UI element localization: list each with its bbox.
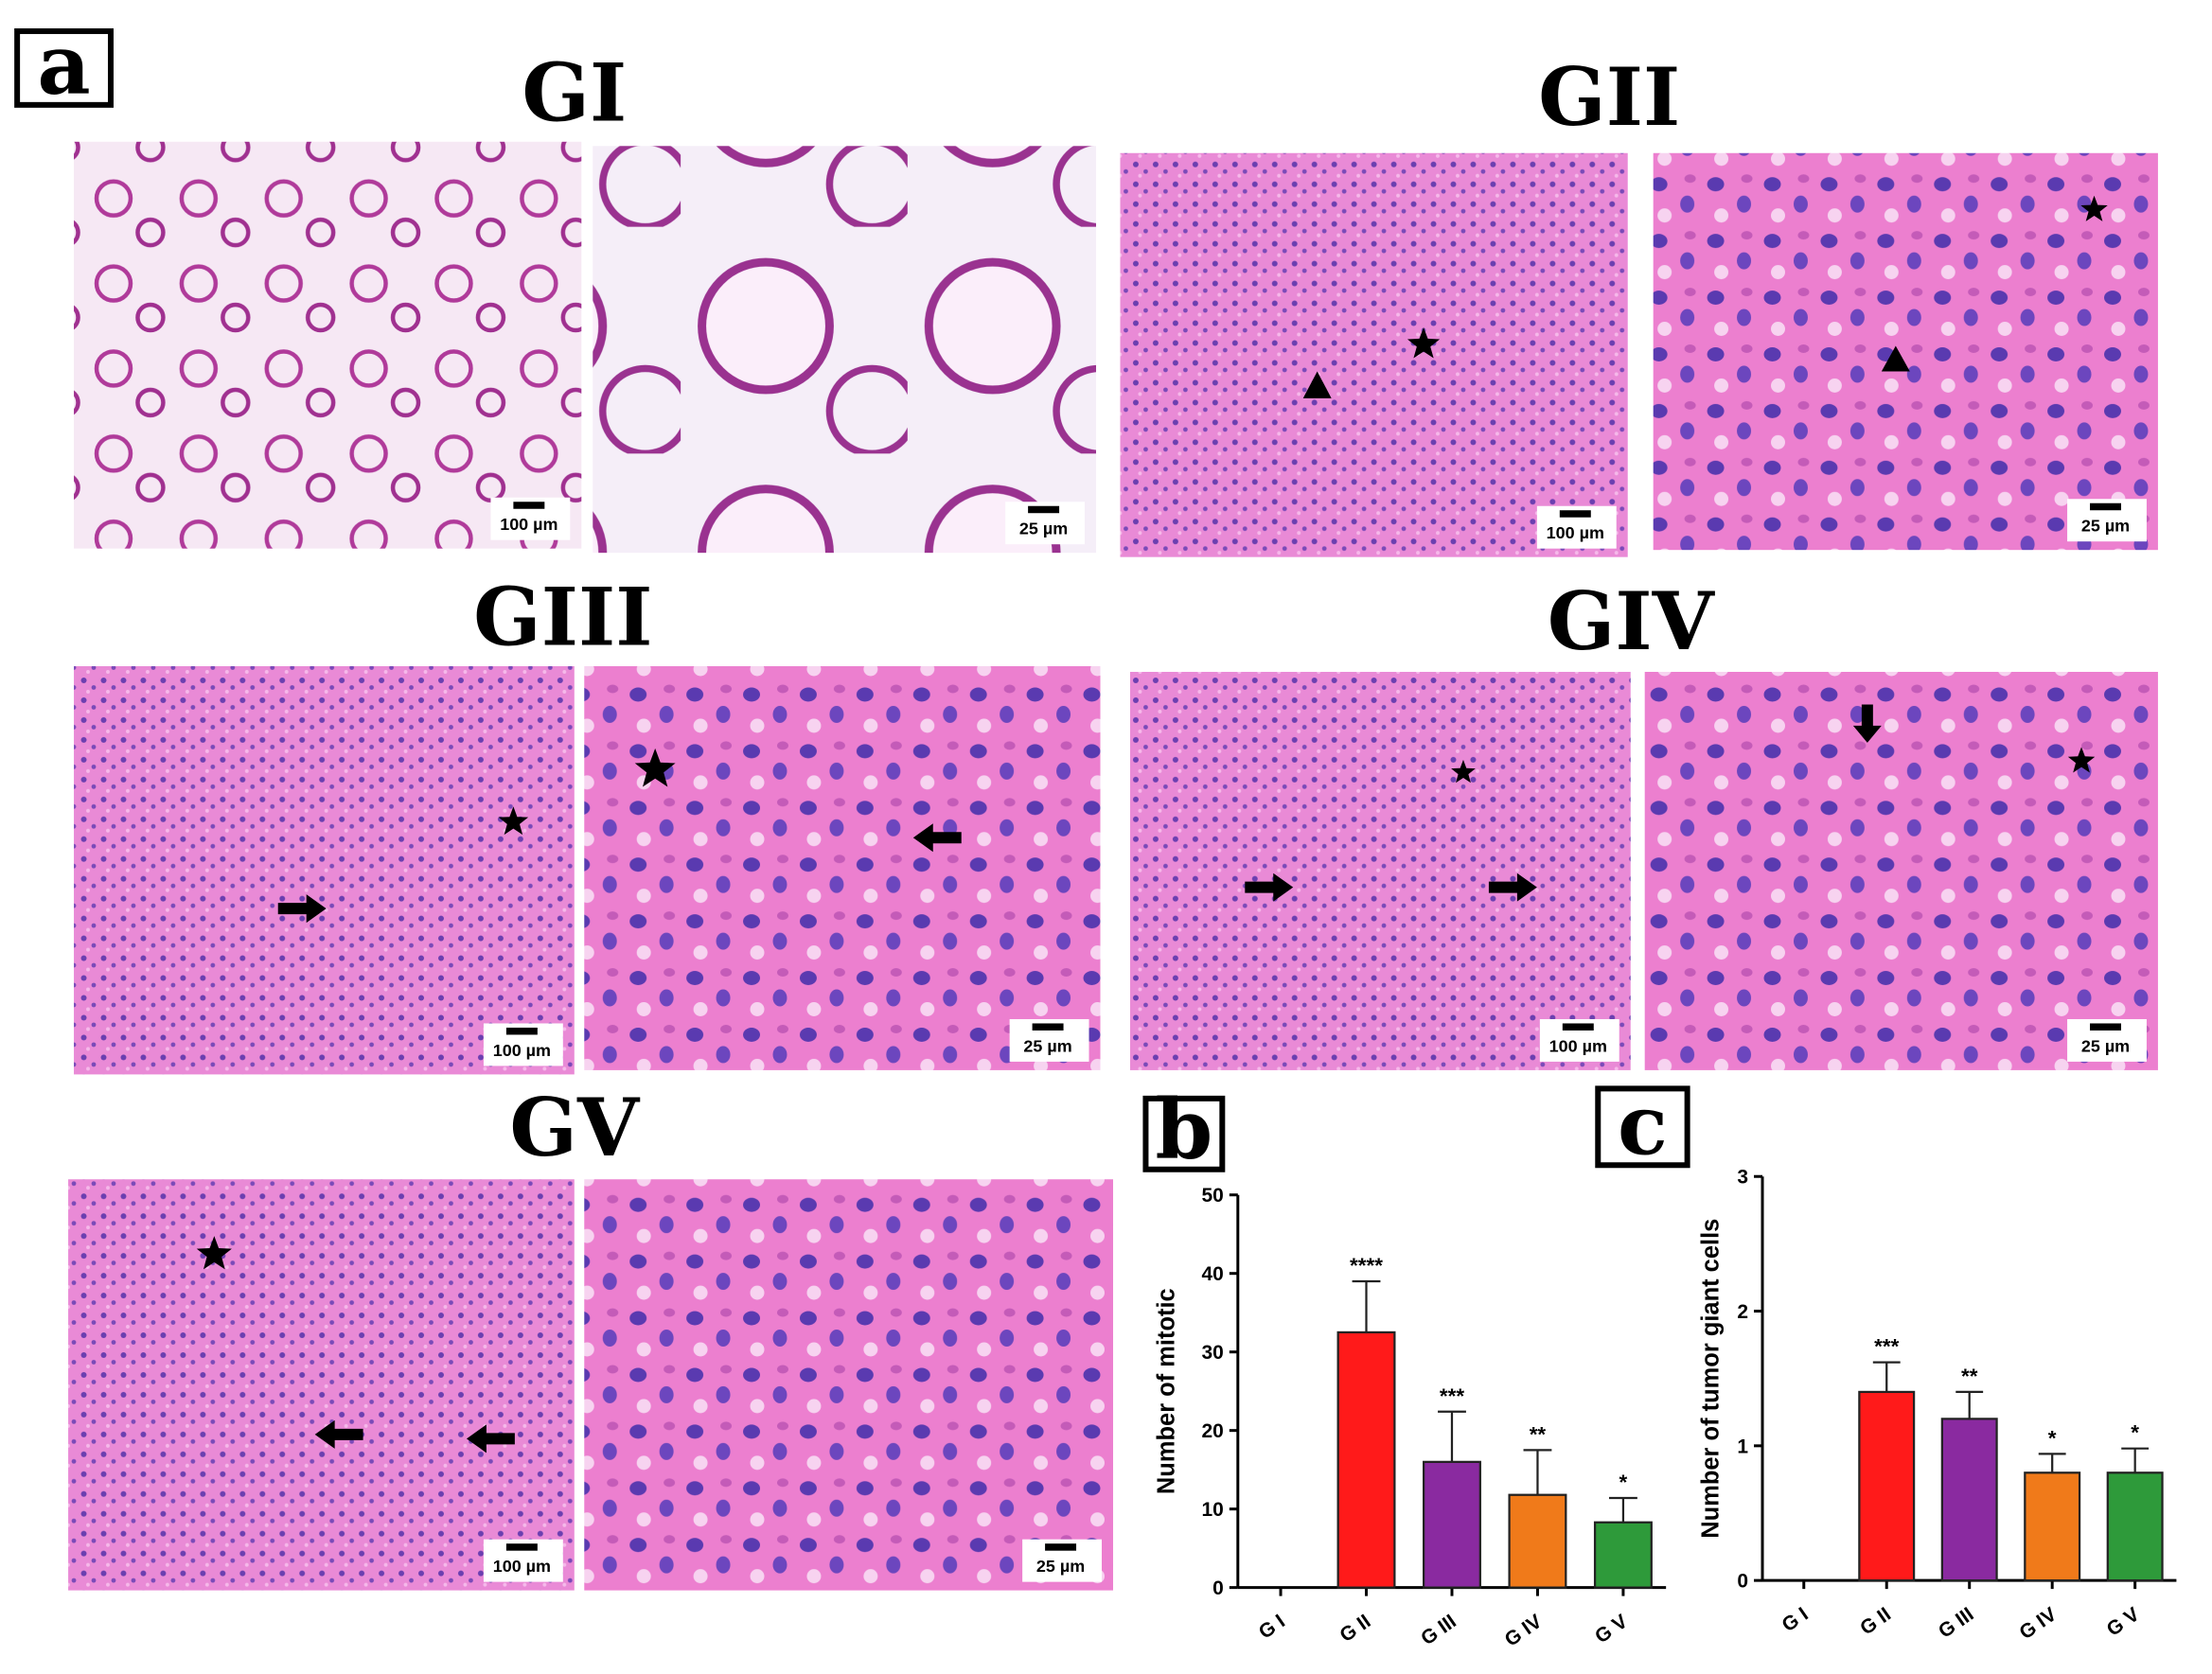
- marker-arrow: [912, 823, 962, 853]
- scale-bar: [505, 1027, 538, 1035]
- scale-bar-label: 25 µm: [2081, 517, 2130, 536]
- marker-star: [196, 1236, 232, 1270]
- significance-label: *: [2131, 1421, 2139, 1445]
- y-tick-label: 3: [1737, 1167, 1748, 1189]
- scale-bar: [1562, 1023, 1594, 1031]
- scale-bar-label: 25 µm: [1023, 1036, 1071, 1055]
- bar: [1508, 1493, 1567, 1589]
- scale-bar: [505, 1543, 538, 1551]
- panel-title: GIV: [1548, 574, 1716, 668]
- micrograph: [74, 666, 575, 1075]
- scale-bar-label: 100 µm: [493, 1041, 551, 1060]
- significance-label: **: [1961, 1365, 1978, 1388]
- marker-triangle: [1302, 371, 1332, 398]
- x-tick-label: G IV: [2015, 1603, 2061, 1644]
- scale-bar-label: 25 µm: [1019, 520, 1068, 538]
- bar: [1336, 1330, 1396, 1589]
- scale-bar: [2090, 502, 2121, 511]
- marker-arrow: [277, 894, 327, 924]
- panel-title: GV: [509, 1081, 641, 1174]
- x-tick-label: G II: [1336, 1611, 1374, 1647]
- y-axis-label: Number of mitotic: [1153, 1288, 1179, 1494]
- y-tick-label: 20: [1201, 1420, 1223, 1442]
- y-tick-label: 10: [1201, 1499, 1223, 1521]
- marker-star: [2067, 747, 2096, 773]
- marker-star: [1407, 327, 1441, 359]
- scale-bar: [513, 502, 545, 509]
- significance-label: ****: [1350, 1254, 1383, 1278]
- bar: [1423, 1460, 1481, 1589]
- panel-title: GI: [522, 45, 627, 139]
- panel-label-box: [1595, 1085, 1690, 1169]
- micrograph: [74, 141, 582, 549]
- micrograph: [1653, 152, 2158, 551]
- x-tick-label: G III: [1417, 1611, 1460, 1650]
- y-tick-label: 1: [1737, 1436, 1748, 1457]
- x-tick-label: G I: [1255, 1611, 1289, 1644]
- marker-arrow: [466, 1424, 515, 1454]
- x-tick-label: G II: [1856, 1603, 1895, 1639]
- y-tick-label: 2: [1737, 1301, 1748, 1323]
- significance-label: *: [1619, 1471, 1628, 1494]
- y-tick-label: 50: [1201, 1185, 1223, 1207]
- micrograph: [68, 1179, 575, 1591]
- panel-label: a: [37, 17, 90, 114]
- scale-bar-label: 25 µm: [2081, 1036, 2130, 1055]
- y-tick-label: 0: [1737, 1571, 1748, 1593]
- scale-bar: [1045, 1543, 1077, 1551]
- scale-bar: [1028, 505, 1060, 514]
- micrograph: [584, 1179, 1113, 1591]
- scale-bar-label: 25 µm: [1036, 1557, 1085, 1576]
- x-tick-label: G V: [2103, 1603, 2144, 1641]
- significance-label: *: [2048, 1426, 2057, 1450]
- significance-label: ***: [1874, 1335, 1899, 1359]
- bar: [1858, 1390, 1916, 1582]
- micrograph: [1129, 671, 1631, 1070]
- marker-star: [498, 806, 529, 836]
- significance-label: ***: [1440, 1384, 1464, 1408]
- panel-title: GIII: [473, 571, 652, 664]
- panel-label: b: [1156, 1082, 1213, 1178]
- x-tick-label: G V: [1591, 1611, 1632, 1648]
- panel-title: GII: [1538, 50, 1680, 144]
- marker-triangle: [1881, 345, 1910, 372]
- micrograph: [584, 666, 1101, 1070]
- x-tick-label: G III: [1935, 1603, 1978, 1643]
- panel-label: c: [1618, 1077, 1668, 1173]
- bar: [2024, 1471, 2081, 1582]
- scale-bar-label: 100 µm: [1547, 523, 1604, 542]
- panel-label-box: [1142, 1095, 1226, 1172]
- scale-bar-label: 100 µm: [1549, 1036, 1607, 1055]
- scale-bar-label: 100 µm: [500, 515, 557, 534]
- marker-star: [1451, 759, 1476, 784]
- micrograph: [593, 146, 1097, 554]
- significance-label: **: [1530, 1422, 1547, 1446]
- x-tick-label: G I: [1778, 1603, 1813, 1636]
- scale-bar: [1032, 1023, 1064, 1031]
- scale-bar: [1559, 510, 1591, 518]
- micrograph: [1644, 671, 2158, 1070]
- micrograph: [1120, 152, 1628, 557]
- marker-star: [634, 748, 676, 787]
- marker-star: [2080, 195, 2108, 221]
- y-tick-label: 40: [1201, 1263, 1223, 1285]
- marker-arrow: [314, 1419, 363, 1449]
- marker-arrow: [1245, 872, 1294, 902]
- y-tick-label: 30: [1201, 1342, 1223, 1364]
- bar: [1940, 1418, 1998, 1582]
- marker-arrow: [1488, 872, 1537, 902]
- marker-arrow: [1852, 704, 1882, 743]
- x-tick-label: G IV: [1501, 1611, 1547, 1651]
- bar: [1593, 1521, 1653, 1589]
- y-axis-label: Number of tumor giant cells: [1698, 1219, 1725, 1539]
- scale-bar: [2090, 1023, 2121, 1031]
- y-tick-label: 0: [1212, 1577, 1224, 1599]
- bar: [2106, 1471, 2164, 1582]
- scale-bar-label: 100 µm: [493, 1557, 551, 1576]
- panel-label-box: [14, 27, 114, 108]
